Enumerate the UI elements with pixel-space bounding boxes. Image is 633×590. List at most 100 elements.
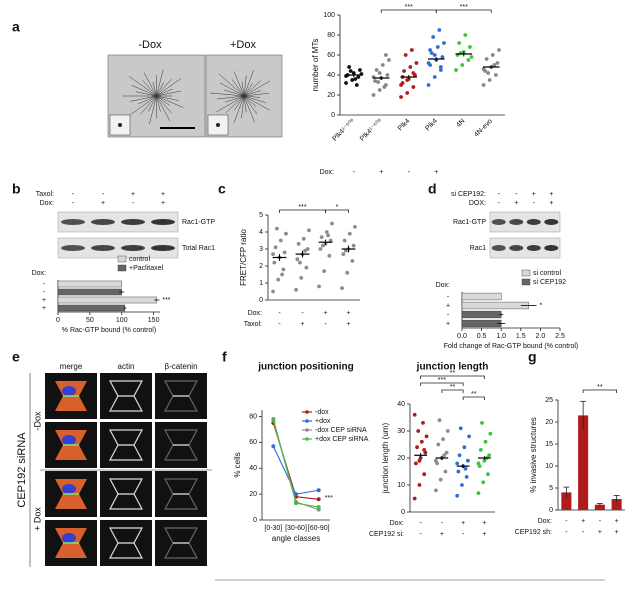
data-point <box>463 466 468 471</box>
data-point <box>385 73 390 77</box>
data-point <box>347 65 352 69</box>
row-label: + <box>446 302 450 309</box>
point <box>294 492 298 497</box>
data-point <box>373 79 377 83</box>
significance: *** <box>325 495 333 502</box>
data-point <box>354 83 359 87</box>
data-point <box>486 472 490 477</box>
data-point <box>280 272 284 277</box>
data-point <box>438 477 443 482</box>
data-point <box>454 68 458 72</box>
data-point <box>299 276 304 280</box>
data-point <box>481 480 486 485</box>
condition-value: + <box>101 200 105 207</box>
y-tick-label: 15 <box>545 441 553 448</box>
data-point <box>358 68 362 72</box>
data-point <box>377 71 382 75</box>
band <box>509 245 524 251</box>
data-point <box>284 231 288 236</box>
x-tick-label: Plk4¹⁻⁶⁰⁸ <box>331 117 357 143</box>
legend-marker <box>305 410 309 414</box>
data-point <box>304 265 309 270</box>
point <box>271 418 276 423</box>
y-axis-label: FRET/CFP ratio <box>239 229 248 286</box>
legend-label: -dox CEP siRNA <box>315 427 367 434</box>
condition-value: + <box>346 310 350 317</box>
y-axis-label: junction length (um) <box>381 423 390 495</box>
band-label: Total Rac1 <box>182 245 215 252</box>
data-point <box>481 67 486 71</box>
column-label: merge <box>60 362 83 371</box>
condition-label: DOX: <box>469 200 486 207</box>
image-label: -Dox <box>138 39 162 51</box>
data-point <box>480 421 484 425</box>
condition-value: + <box>161 200 165 207</box>
condition-value: + <box>379 169 383 176</box>
bar <box>461 292 502 301</box>
band <box>544 219 559 225</box>
x-tick-label: 0 <box>56 317 60 324</box>
bar <box>561 492 572 510</box>
microtubule <box>243 95 255 123</box>
y-tick-label: 10 <box>545 463 553 470</box>
data-point <box>281 267 286 272</box>
condition-value: - <box>498 200 501 207</box>
microtubule <box>225 95 245 103</box>
x-tick-label: [60-90] <box>308 525 330 532</box>
data-point <box>350 78 355 82</box>
centrosome <box>216 123 220 127</box>
condition-value: + <box>482 520 486 527</box>
data-point <box>493 73 498 77</box>
data-point <box>428 48 432 52</box>
x-tick-label: 0.5 <box>477 333 487 340</box>
panel-letter: a <box>12 19 20 35</box>
data-point <box>490 53 495 57</box>
band <box>509 219 524 225</box>
data-point <box>426 83 431 87</box>
y-tick-label: 0 <box>259 297 263 304</box>
data-point <box>464 475 469 479</box>
data-point <box>344 81 348 85</box>
data-point <box>483 439 488 444</box>
data-point <box>387 58 391 62</box>
column-label: β-catenin <box>164 362 197 371</box>
panel-letter: c <box>218 181 226 197</box>
series-line <box>272 445 319 495</box>
data-point <box>487 453 492 458</box>
data-point <box>460 63 465 67</box>
data-point <box>271 252 275 256</box>
microtubule <box>152 81 157 97</box>
y-tick-label: 40 <box>327 72 335 79</box>
data-point <box>353 77 358 81</box>
data-point <box>432 53 437 57</box>
microtubule <box>231 79 245 97</box>
data-point <box>421 421 425 425</box>
condition-value: - <box>565 518 568 525</box>
data-point <box>301 236 306 241</box>
legend-label: -dox <box>315 409 329 416</box>
bar <box>57 280 122 288</box>
panel-letter: d <box>428 181 437 197</box>
microtubule <box>210 92 245 97</box>
y-tick-label: 0 <box>331 112 335 119</box>
significance: ** <box>471 391 477 398</box>
data-point <box>322 269 327 273</box>
legend-swatch <box>521 269 531 277</box>
blot <box>489 237 561 259</box>
data-point <box>487 78 492 82</box>
data-point <box>442 41 446 45</box>
microtubule <box>156 82 165 97</box>
condition-value: - <box>419 531 422 538</box>
column-label: actin <box>118 362 135 371</box>
significance: *** <box>438 377 446 384</box>
centrosome <box>118 123 122 127</box>
microtubule <box>149 95 157 125</box>
data-point <box>434 488 438 493</box>
row-label: - <box>43 289 46 296</box>
condition-value: + <box>161 191 165 198</box>
bar <box>461 301 529 310</box>
condition-value: + <box>598 529 602 536</box>
condition-value: - <box>441 520 444 527</box>
microtubule <box>243 80 261 97</box>
band-label: Rac1-GTP <box>182 219 215 226</box>
